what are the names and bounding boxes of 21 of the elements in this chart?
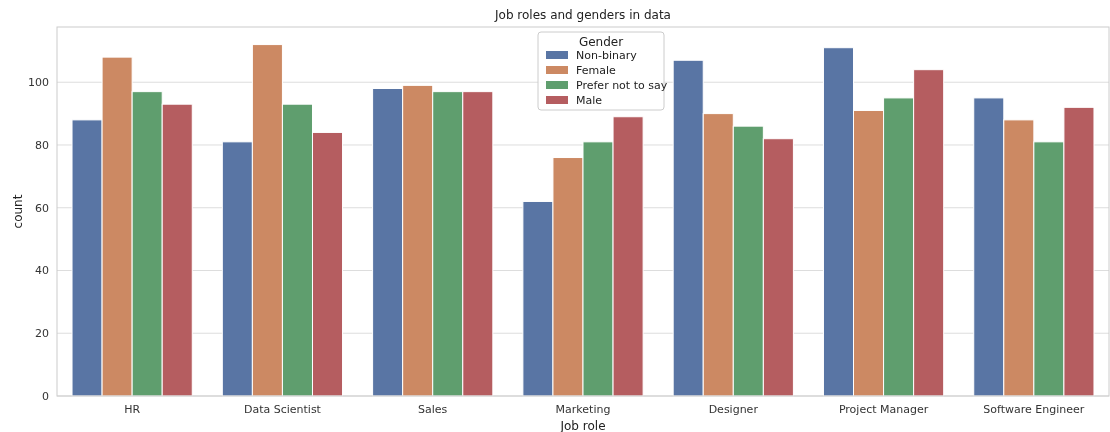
- chart-title: Job roles and genders in data: [494, 8, 671, 22]
- x-tick-label: Marketing: [555, 403, 611, 416]
- y-tick-label: 0: [42, 389, 49, 403]
- legend-title: Gender: [578, 35, 624, 49]
- y-tick-label: 80: [35, 138, 49, 152]
- legend-label: Female: [576, 64, 617, 77]
- x-tick-label: HR: [124, 403, 141, 416]
- x-axis-title: Job role: [559, 419, 606, 432]
- legend-label: Prefer not to say: [576, 79, 668, 92]
- x-tick-label: Software Engineer: [983, 403, 1085, 416]
- x-tick-label: Designer: [708, 403, 759, 416]
- x-tick-label: Data Scientist: [243, 403, 322, 416]
- y-tick-label: 20: [35, 327, 49, 341]
- legend-label: Male: [576, 94, 603, 107]
- x-tick-label: Sales: [418, 403, 448, 416]
- y-axis-title: count: [11, 194, 25, 229]
- legend-label: Non-binary: [576, 49, 638, 62]
- y-tick-label: 60: [35, 201, 49, 215]
- y-tick-label: 100: [28, 76, 49, 90]
- x-tick-label: Project Manager: [838, 403, 929, 416]
- y-tick-label: 40: [35, 264, 49, 278]
